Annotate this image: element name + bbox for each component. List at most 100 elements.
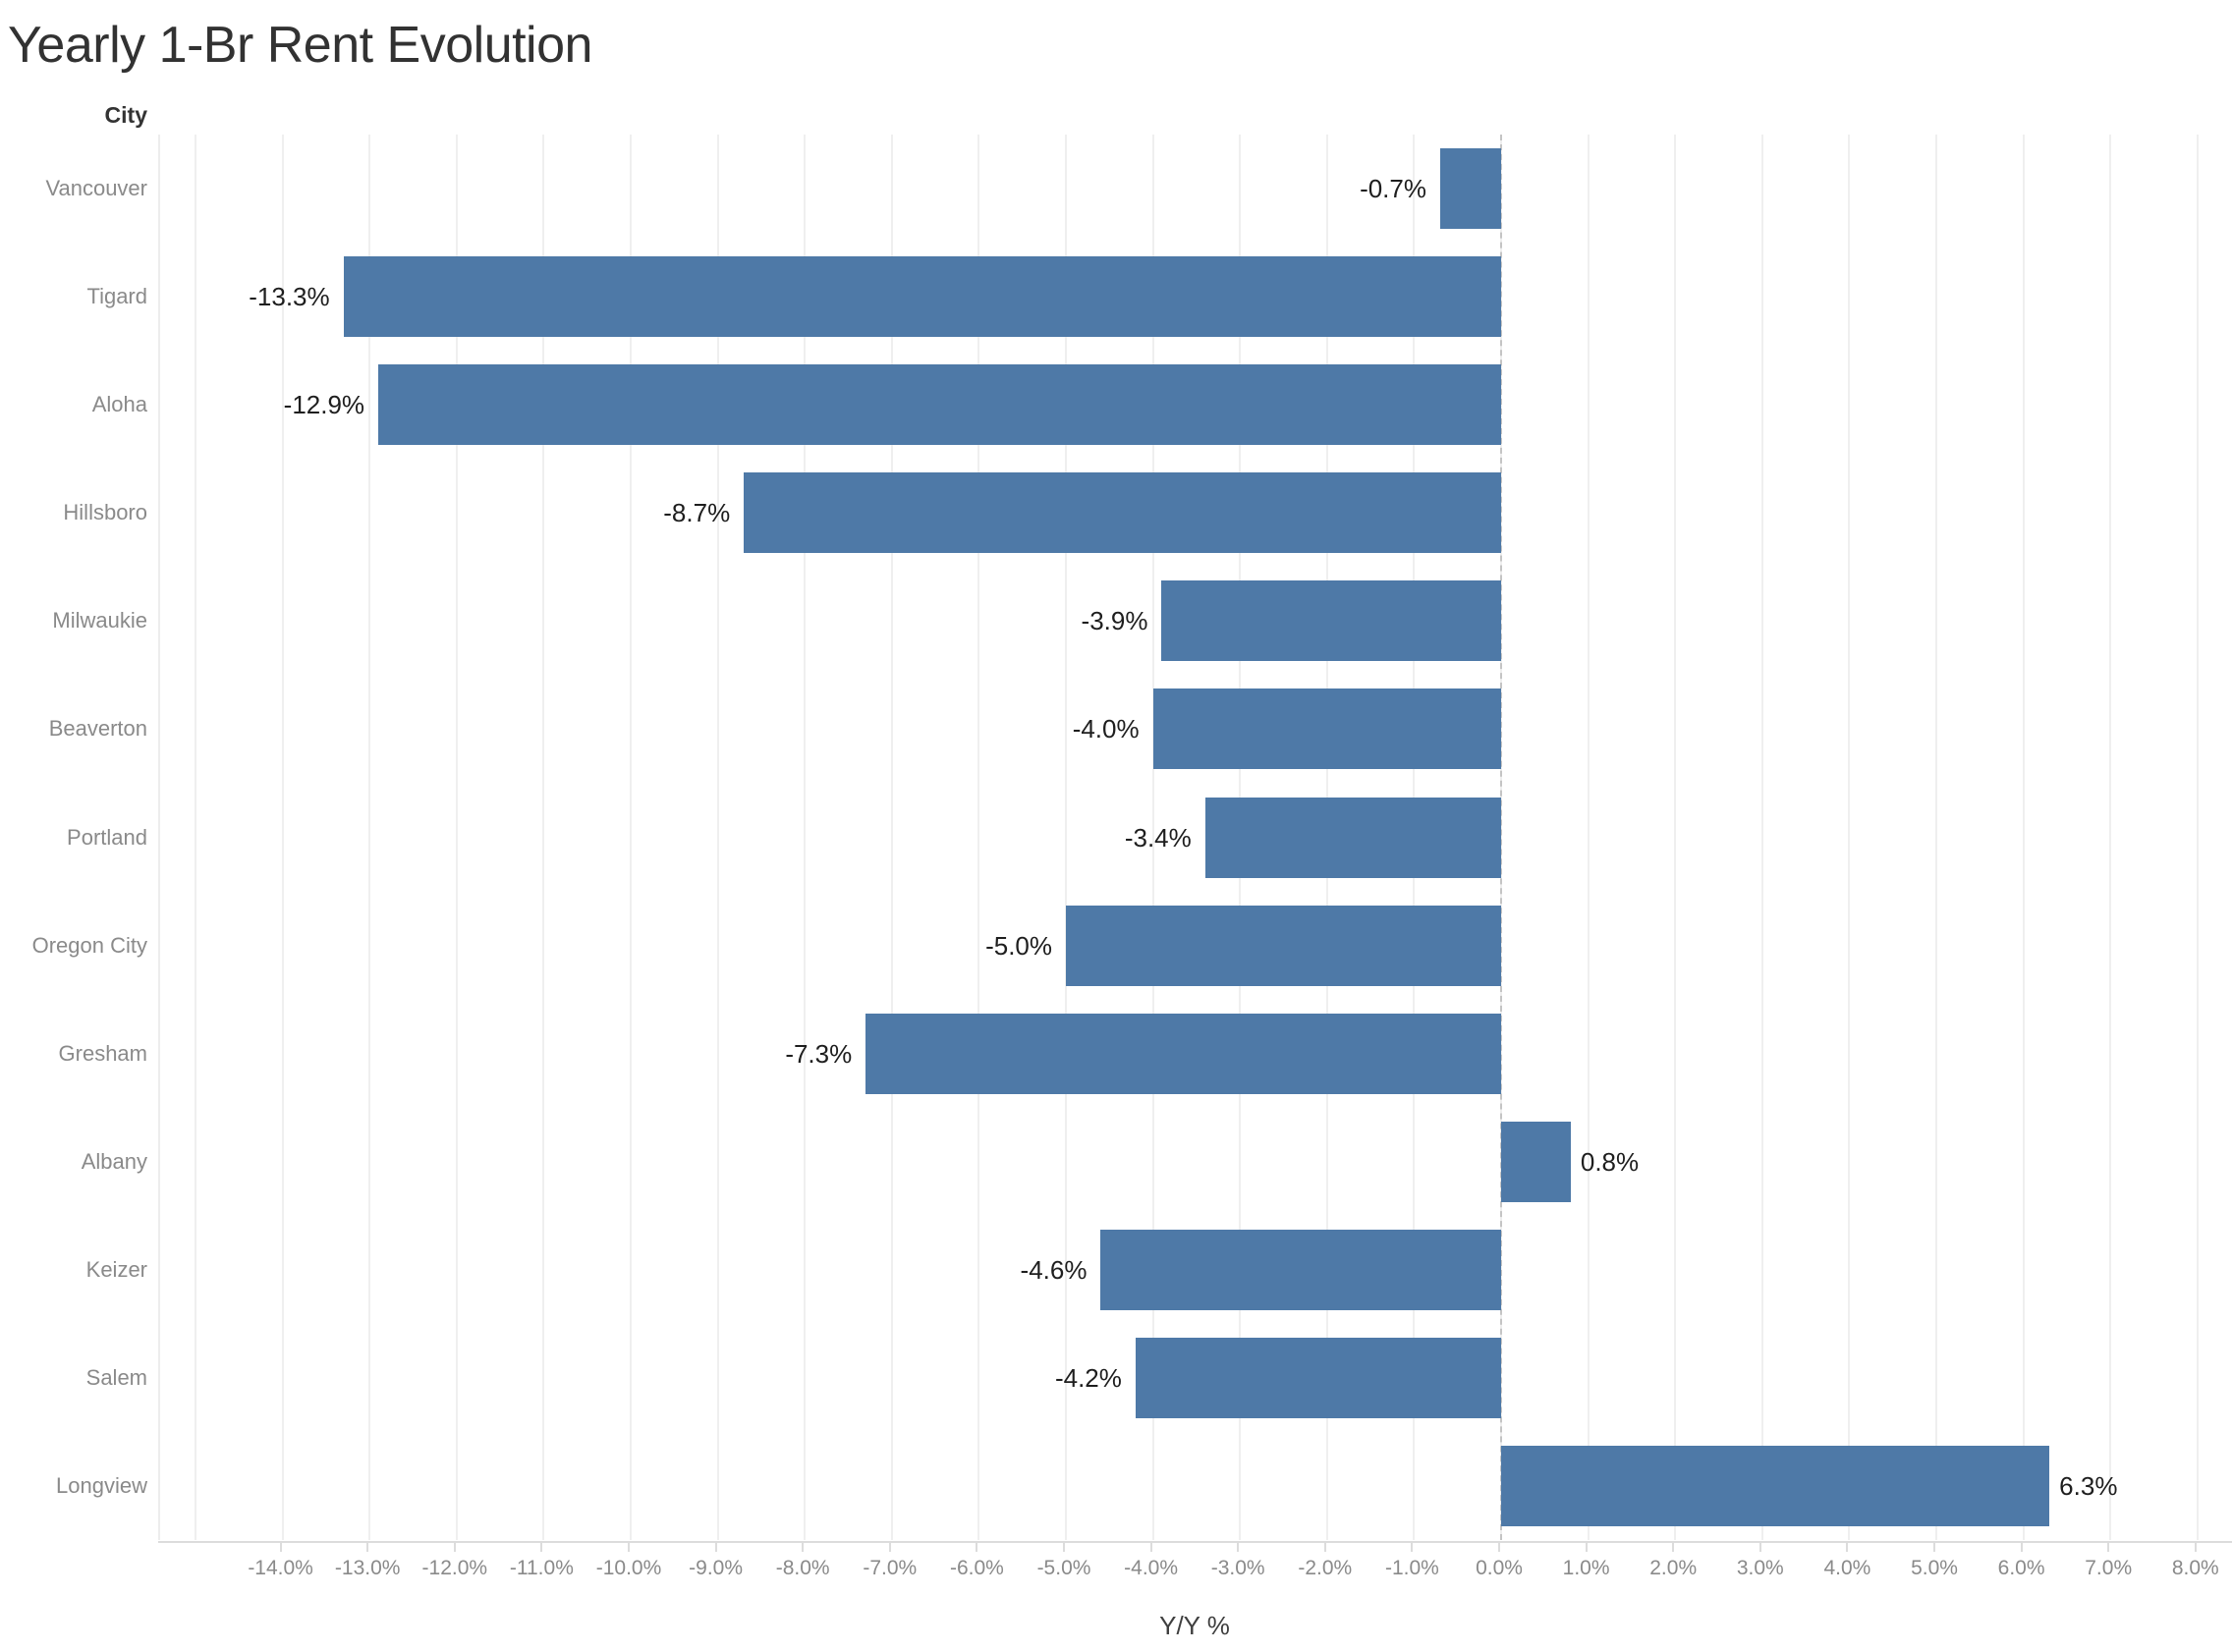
- x-axis-tick: [1411, 1543, 1414, 1552]
- bar[interactable]: [1152, 688, 1501, 770]
- plot-area: -0.7% -13.3% -12.9% -8.7% -3.9% -4.0% -3.4% -5.…: [158, 135, 2232, 1540]
- x-axis-tick-label: 1.0%: [1562, 1557, 1610, 1579]
- x-axis-tick-label: 3.0%: [1736, 1557, 1784, 1579]
- bar[interactable]: [1100, 1229, 1501, 1310]
- bar-value-label: -3.4%: [1124, 822, 1192, 853]
- city-label: Albany: [81, 1148, 147, 1174]
- bar[interactable]: [1501, 1445, 2050, 1526]
- bar-value-label: -3.9%: [1081, 606, 1148, 636]
- x-axis-tick: [1323, 1543, 1326, 1552]
- city-label: Keizer: [85, 1256, 147, 1282]
- city-label: Hillsboro: [63, 500, 147, 525]
- x-axis-tick-label: -11.0%: [509, 1557, 574, 1579]
- bar[interactable]: [343, 256, 1501, 338]
- x-axis-tick-label: -12.0%: [421, 1557, 488, 1579]
- x-axis-tick-label: -8.0%: [775, 1557, 830, 1579]
- x-axis-tick-label: -3.0%: [1210, 1557, 1265, 1579]
- axis-gridline: [2022, 135, 2025, 1540]
- x-axis-tick: [366, 1543, 369, 1552]
- x-axis-tick-label: 7.0%: [2085, 1557, 2133, 1579]
- bar-value-label: -4.2%: [1054, 1362, 1122, 1393]
- axis-gridline: [804, 135, 807, 1540]
- x-axis-tick-label: -9.0%: [689, 1557, 744, 1579]
- axis-gridline: [890, 135, 893, 1540]
- x-axis-tick-label: -4.0%: [1124, 1557, 1179, 1579]
- bar[interactable]: [1439, 148, 1501, 230]
- x-axis-tick-label: -13.0%: [334, 1557, 401, 1579]
- bar-value-label: -4.0%: [1072, 714, 1140, 744]
- axis-gridline: [368, 135, 371, 1540]
- x-axis-tick-label: -5.0%: [1036, 1557, 1091, 1579]
- city-label: Milwaukie: [52, 608, 147, 633]
- x-axis-tick: [2194, 1543, 2197, 1552]
- x-axis-tick-label: -1.0%: [1384, 1557, 1439, 1579]
- axis-gridline: [1935, 135, 1937, 1540]
- bar-value-label: 6.3%: [2059, 1470, 2118, 1501]
- axis-gridline: [1848, 135, 1851, 1540]
- axis-gridline: [1674, 135, 1677, 1540]
- x-axis-tick: [540, 1543, 543, 1552]
- zero-line: [1500, 135, 1502, 1540]
- city-label: Oregon City: [31, 932, 147, 958]
- bar[interactable]: [1135, 1337, 1501, 1418]
- axis-gridline: [281, 135, 284, 1540]
- x-axis-tick: [1237, 1543, 1240, 1552]
- x-axis-tick: [1063, 1543, 1065, 1552]
- bar[interactable]: [865, 1013, 1501, 1094]
- x-axis-tick-label: 5.0%: [1911, 1557, 1958, 1579]
- axis-gridline: [1065, 135, 1067, 1540]
- x-axis-title: Y/Y %: [1159, 1611, 1230, 1640]
- bar[interactable]: [744, 472, 1501, 554]
- axis-gridline: [2109, 135, 2112, 1540]
- axis-gridline: [977, 135, 980, 1540]
- city-label: Salem: [85, 1364, 147, 1390]
- bar[interactable]: [1204, 797, 1501, 878]
- x-axis-line: [158, 1541, 2232, 1543]
- axis-gridline: [1760, 135, 1763, 1540]
- x-axis-tick: [1149, 1543, 1152, 1552]
- x-axis-tick: [976, 1543, 978, 1552]
- bar[interactable]: [1161, 580, 1501, 662]
- city-label: Gresham: [58, 1040, 147, 1066]
- bar[interactable]: [1501, 1121, 1571, 1202]
- city-label: Longview: [56, 1472, 147, 1498]
- axis-gridline: [630, 135, 632, 1540]
- axis-gridline: [455, 135, 458, 1540]
- x-axis-tick: [1585, 1543, 1588, 1552]
- city-label: Aloha: [91, 392, 147, 417]
- bar[interactable]: [378, 364, 1501, 446]
- x-axis-tick-label: -10.0%: [595, 1557, 662, 1579]
- axis-gridline: [1151, 135, 1154, 1540]
- x-axis-tick: [453, 1543, 456, 1552]
- x-axis-tick-label: -2.0%: [1298, 1557, 1353, 1579]
- x-axis-tick: [2020, 1543, 2023, 1552]
- bar-value-label: -13.3%: [249, 282, 330, 312]
- bar-value-label: -0.7%: [1360, 174, 1426, 204]
- x-axis-tick-label: 0.0%: [1476, 1557, 1523, 1579]
- city-label: Portland: [67, 824, 147, 850]
- axis-gridline: [195, 135, 196, 1540]
- x-axis-tick: [628, 1543, 630, 1552]
- bar[interactable]: [1066, 905, 1501, 986]
- city-column-header: City: [104, 102, 147, 128]
- city-label: Tigard: [86, 284, 147, 309]
- bar-value-label: -12.9%: [283, 390, 365, 420]
- x-axis-tick: [2107, 1543, 2110, 1552]
- x-axis-tick-label: 6.0%: [1997, 1557, 2045, 1579]
- bar-value-label: -8.7%: [663, 498, 731, 528]
- x-axis-tick: [714, 1543, 717, 1552]
- x-axis-tick-label: 4.0%: [1823, 1557, 1871, 1579]
- x-axis-tick-label: -6.0%: [949, 1557, 1004, 1579]
- x-axis-tick-label: 8.0%: [2171, 1557, 2219, 1579]
- bar-value-label: -7.3%: [785, 1038, 853, 1069]
- x-axis-tick: [1758, 1543, 1761, 1552]
- x-axis-tick: [1846, 1543, 1849, 1552]
- axis-gridline: [1587, 135, 1590, 1540]
- x-axis-tick: [888, 1543, 891, 1552]
- x-axis-tick: [1498, 1543, 1500, 1552]
- bar-value-label: -5.0%: [985, 930, 1052, 961]
- city-label: Vancouver: [45, 176, 147, 201]
- x-axis-tick: [802, 1543, 805, 1552]
- x-axis-tick-label: 2.0%: [1649, 1557, 1698, 1579]
